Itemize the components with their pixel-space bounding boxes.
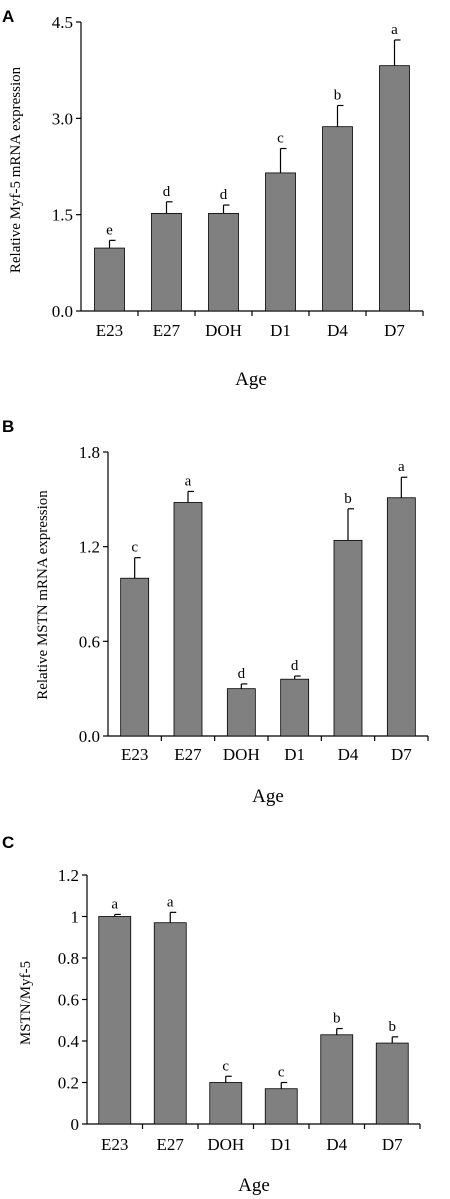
y-tick-label: 0.8 (58, 949, 79, 968)
significance-letter: c (278, 1065, 285, 1081)
bar (151, 212, 182, 312)
x-axis-label-c: Age (238, 1175, 270, 1196)
y-tick-label: 0.4 (58, 1032, 80, 1051)
x-tick-label: D4 (326, 1135, 347, 1154)
x-axis-label-b: Age (252, 786, 284, 807)
significance-letter: b (344, 491, 352, 507)
y-tick-label: 0 (71, 1115, 80, 1134)
y-tick-label: 1.5 (52, 206, 73, 225)
bar (209, 1082, 243, 1125)
y-tick-label: 0.2 (58, 1074, 79, 1093)
bar (265, 172, 296, 312)
bar (120, 577, 150, 737)
x-tick-label: E23 (96, 321, 123, 340)
y-tick-label: 1 (71, 908, 80, 927)
y-tick-label: 0.0 (79, 727, 100, 746)
significance-letter: d (163, 184, 171, 200)
significance-letter: c (277, 131, 284, 147)
bar (94, 247, 125, 312)
panel-letter-b: B (2, 417, 14, 436)
x-tick-label: E27 (174, 745, 202, 764)
significance-letter: a (185, 473, 192, 489)
x-tick-label: D1 (270, 321, 291, 340)
x-tick-label: D1 (271, 1135, 292, 1154)
x-tick-label: DOH (207, 1135, 244, 1154)
x-tick-label: D4 (327, 321, 348, 340)
plot-area-c: 0 0.2 0.4 0.6 0.8 1 1.2 a E23 a E27 c DOH c D1 b D4 b D7 (58, 866, 421, 1154)
bar (173, 502, 203, 737)
x-tick-label: DOH (205, 321, 242, 340)
panel-a: A Relative Myf-5 mRNA expression Age 0.0… (2, 7, 424, 390)
x-tick-label: E23 (121, 745, 148, 764)
y-tick-label: 1.8 (79, 443, 100, 462)
significance-letter: a (111, 896, 118, 912)
significance-letter: d (220, 187, 228, 203)
significance-letter: e (106, 222, 113, 238)
y-tick-label: 3.0 (52, 109, 73, 128)
bar (386, 497, 416, 737)
plot-area-a: 0.0 1.5 3.0 4.5 e E23 d E27 d DOH c D1 b D4 a D7 (52, 13, 424, 340)
y-tick-label: 0.6 (79, 632, 100, 651)
bar (98, 916, 132, 1125)
y-tick-label: 4.5 (52, 13, 73, 32)
panel-c: C MSTN/Myf-5 Age 0 0.2 0.4 0.6 0.8 1 1.2 a E23 a E… (2, 833, 421, 1196)
bar (280, 678, 310, 737)
x-tick-label: D4 (338, 745, 359, 764)
bar (322, 126, 353, 312)
y-tick-label: 1.2 (58, 866, 79, 885)
x-tick-label: E23 (101, 1135, 128, 1154)
y-tick-label: 0.0 (52, 302, 73, 321)
y-axis-label-b: Relative MSTN mRNA expression (35, 490, 51, 700)
y-tick-label: 0.6 (58, 991, 79, 1010)
significance-letter: a (398, 459, 405, 475)
significance-letter: d (291, 658, 299, 674)
x-tick-label: E27 (153, 321, 181, 340)
bar (264, 1088, 298, 1125)
significance-letter: a (391, 22, 398, 38)
bar (375, 1042, 409, 1125)
bar (208, 212, 239, 312)
significance-letter: d (238, 666, 246, 682)
panel-b: B Relative MSTN mRNA expression Age 0.00… (2, 417, 429, 807)
bar (379, 65, 410, 312)
panel-letter-c: C (2, 833, 14, 852)
significance-letter: b (334, 87, 342, 103)
significance-letter: a (167, 894, 174, 910)
panel-letter-a: A (2, 7, 14, 26)
x-tick-label: D1 (284, 745, 305, 764)
y-axis-label-c: MSTN/Myf-5 (18, 961, 34, 1045)
x-axis-label-a: Age (235, 369, 267, 390)
x-tick-label: E27 (157, 1135, 185, 1154)
bar (153, 922, 187, 1125)
x-tick-label: D7 (382, 1135, 403, 1154)
significance-letter: c (222, 1058, 229, 1074)
significance-letter: c (131, 540, 138, 556)
bar (333, 539, 363, 737)
significance-letter: b (333, 1011, 341, 1027)
plot-area-b: 0.0 0.6 1.2 1.8 c E23 a E27 d DOH d D1 b D4 a D7 (79, 443, 429, 764)
significance-letter: b (389, 1019, 397, 1035)
bar (320, 1034, 354, 1125)
y-axis-label-a: Relative Myf-5 mRNA expression (8, 66, 24, 273)
bar (226, 688, 256, 737)
x-tick-label: D7 (391, 745, 412, 764)
x-tick-label: D7 (384, 321, 405, 340)
y-tick-label: 1.2 (79, 538, 100, 557)
x-tick-label: DOH (223, 745, 260, 764)
